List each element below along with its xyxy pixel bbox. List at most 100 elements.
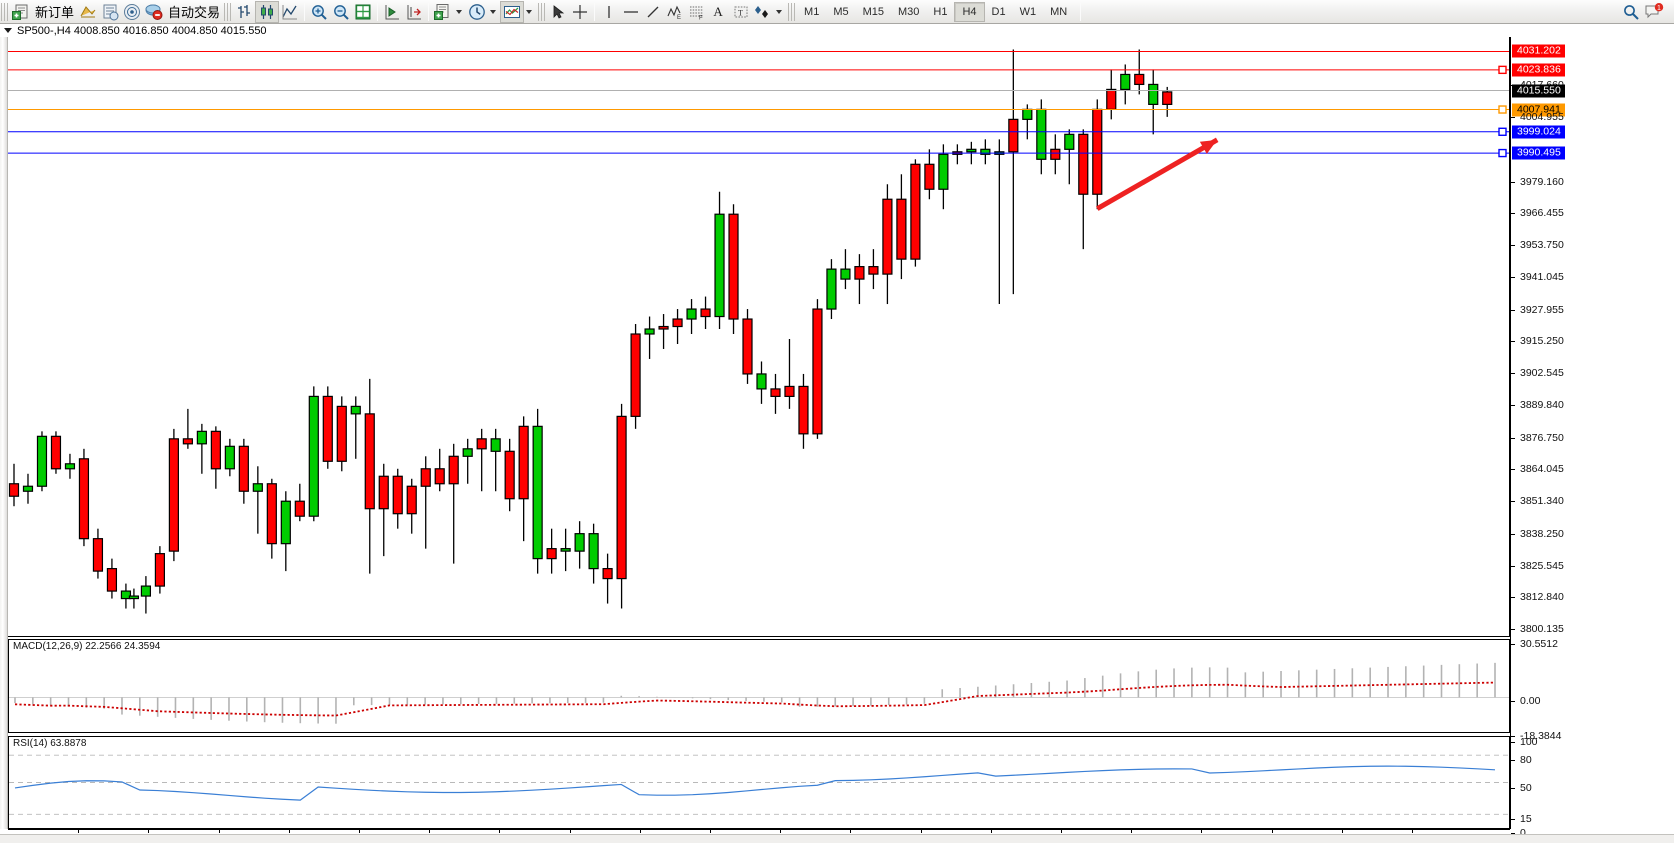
candlestick-chart-type-icon[interactable]	[255, 0, 280, 23]
algo-trading-icon[interactable]	[143, 1, 165, 23]
timeframe-h1[interactable]: H1	[933, 5, 948, 18]
time-axis-separator	[78, 829, 80, 833]
toolbar-separator-2	[377, 2, 379, 21]
shapes-icon[interactable]	[752, 1, 774, 23]
templates-dropdown-caret[interactable]	[526, 9, 533, 14]
notifications-icon[interactable]: 1	[1642, 1, 1666, 23]
text-icon[interactable]: A	[713, 3, 723, 19]
chart-shift-icon[interactable]	[403, 1, 425, 23]
timeframe-w1[interactable]: W1	[1019, 5, 1037, 18]
price-level-tag[interactable]: 4007.941	[1512, 103, 1565, 117]
candlestick	[784, 338, 795, 409]
candlestick	[644, 316, 655, 359]
fibonacci-icon[interactable]: F	[686, 1, 708, 23]
toolbar-grip-4[interactable]	[788, 2, 796, 21]
macd-axis-tick: 0.00	[1511, 695, 1540, 707]
signals-icon[interactable]	[121, 1, 143, 23]
shapes-dropdown-caret[interactable]	[776, 9, 783, 14]
vertical-line-icon[interactable]	[598, 1, 620, 23]
time-axis-separator	[499, 829, 501, 833]
price-axis-tick: 3876.750	[1511, 432, 1564, 444]
price-axis-tick: 3800.135	[1511, 623, 1564, 635]
price-level-tag[interactable]: 4015.550	[1512, 84, 1565, 98]
candlestick	[252, 466, 263, 534]
time-axis-separator	[148, 829, 150, 833]
candlestick	[1008, 49, 1019, 295]
bar-chart-type-icon[interactable]	[233, 1, 255, 23]
periods-icon[interactable]	[466, 1, 488, 23]
publish-icon[interactable]	[99, 1, 121, 23]
price-level-tag[interactable]: 4023.836	[1512, 63, 1565, 77]
time-axis-separator	[639, 829, 641, 833]
candlestick	[938, 144, 949, 210]
price-axis-tick: 3966.455	[1511, 207, 1564, 219]
indicators-icon[interactable]	[432, 1, 454, 23]
candlestick	[868, 249, 879, 290]
macd-pane[interactable]: MACD(12,26,9) 22.2566 24.3594	[8, 639, 1510, 733]
candlestick	[1106, 69, 1117, 120]
candlestick	[8, 463, 20, 507]
notification-badge-count: 1	[1657, 4, 1661, 11]
timeframe-m1[interactable]: M1	[804, 5, 820, 18]
price-level-tag[interactable]: 3990.495	[1512, 146, 1565, 160]
periods-dropdown-caret[interactable]	[490, 9, 497, 14]
time-axis-separator	[1131, 829, 1133, 833]
candlestick	[602, 553, 613, 604]
uptrend-arrow[interactable]	[1096, 137, 1219, 211]
new-order-label[interactable]: 新订单	[35, 5, 75, 20]
tile-windows-icon[interactable]	[352, 1, 374, 23]
svg-text:F: F	[699, 15, 703, 20]
candlestick	[588, 523, 599, 584]
candlestick	[106, 558, 118, 599]
price-pane[interactable]	[8, 37, 1510, 637]
timeframe-m5[interactable]: M5	[833, 5, 849, 18]
candlestick	[92, 528, 104, 579]
timeframe-d1[interactable]: D1	[991, 5, 1006, 18]
auto-trading-label[interactable]: 自动交易	[168, 5, 221, 20]
trendline-icon[interactable]	[642, 1, 664, 23]
zoom-out-icon[interactable]	[330, 1, 352, 23]
toolbar-grip-2[interactable]	[224, 2, 232, 21]
cursor-icon[interactable]	[547, 1, 569, 23]
candlestick	[266, 478, 277, 559]
new-order-icon[interactable]	[10, 1, 32, 23]
time-axis-separator	[850, 829, 852, 833]
toolbar-separator	[304, 2, 306, 21]
chart-left-scrollbar[interactable]	[0, 37, 8, 829]
candlestick	[50, 431, 62, 474]
indicators-dropdown-caret[interactable]	[456, 9, 463, 14]
price-level-tag[interactable]: 4031.202	[1512, 44, 1565, 58]
toolbar-grip-3[interactable]	[538, 2, 546, 21]
candlestick	[1134, 49, 1145, 95]
timeframe-m15[interactable]: M15	[862, 5, 884, 18]
timeframe-m30[interactable]: M30	[898, 5, 920, 18]
bars-chart-icon[interactable]	[77, 1, 99, 23]
chart-menu-caret-icon[interactable]	[4, 28, 12, 33]
level-line-handle	[1498, 127, 1507, 136]
zoom-in-icon[interactable]	[308, 1, 330, 23]
time-axis-separator	[1341, 829, 1343, 833]
candlestick	[770, 373, 781, 414]
elliott-wave-icon[interactable]: E	[664, 1, 686, 23]
text-label-icon[interactable]: T	[730, 1, 752, 23]
time-axis-separator	[1201, 829, 1203, 833]
templates-icon[interactable]	[500, 0, 525, 23]
price-level-tag[interactable]: 3999.024	[1512, 125, 1565, 139]
candlestick	[490, 428, 501, 492]
candlestick	[532, 408, 543, 574]
candlestick	[22, 473, 34, 504]
search-icon[interactable]	[1620, 1, 1642, 23]
timeframe-h4[interactable]: H4	[954, 1, 985, 22]
candlestick	[952, 144, 963, 165]
price-axis[interactable]: 4031.2024023.8364017.6604015.5504007.941…	[1510, 37, 1674, 839]
line-chart-type-icon[interactable]	[279, 1, 301, 23]
horizontal-line-icon[interactable]	[620, 1, 642, 23]
auto-scroll-icon[interactable]	[381, 1, 403, 23]
candlestick	[700, 296, 711, 330]
toolbar-grip[interactable]	[1, 2, 8, 21]
time-axis-separator	[990, 829, 992, 833]
candlestick	[154, 546, 165, 594]
timeframe-mn[interactable]: MN	[1050, 5, 1068, 18]
crosshair-icon[interactable]	[569, 1, 591, 23]
rsi-pane[interactable]: RSI(14) 63.8878	[8, 736, 1510, 829]
